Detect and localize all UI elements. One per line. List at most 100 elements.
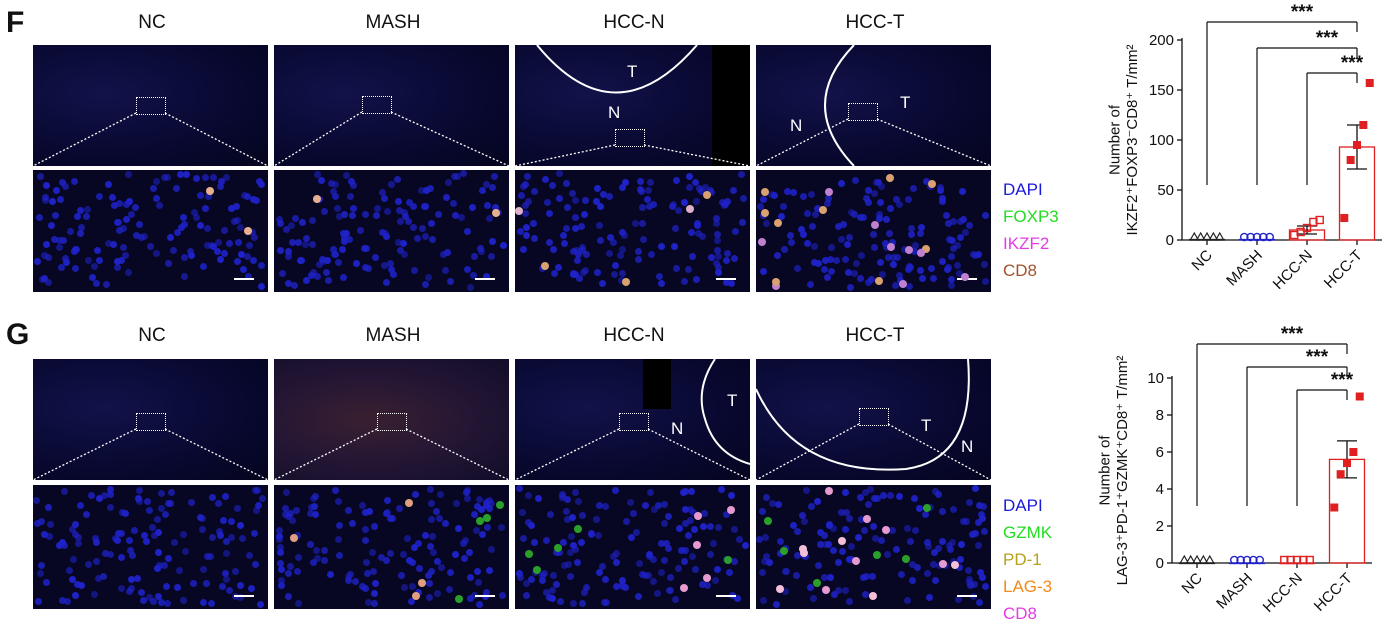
nucleus xyxy=(882,215,890,223)
nucleus xyxy=(519,535,527,543)
nucleus xyxy=(563,495,571,503)
nucleus xyxy=(798,226,806,234)
nucleus xyxy=(133,231,141,239)
nucleus xyxy=(811,243,819,251)
nucleus xyxy=(288,222,296,230)
x-tick-label: HCC-N xyxy=(1260,570,1306,616)
nucleus xyxy=(911,494,919,502)
nucleus xyxy=(209,493,216,501)
nucleus xyxy=(555,263,563,271)
nucleus xyxy=(827,256,835,264)
nucleus xyxy=(228,533,236,541)
positive-cell xyxy=(574,524,583,533)
nucleus xyxy=(158,598,165,606)
positive-cell xyxy=(515,206,524,215)
nucleus xyxy=(309,559,317,567)
nucleus xyxy=(117,530,125,538)
nucleus xyxy=(276,543,284,551)
nucleus xyxy=(636,560,644,568)
nucleus xyxy=(489,183,497,191)
nucleus xyxy=(174,228,182,236)
nucleus xyxy=(323,257,331,265)
nucleus xyxy=(479,530,487,538)
nucleus xyxy=(396,206,404,214)
nucleus xyxy=(813,497,821,505)
nucleus xyxy=(592,515,600,523)
nucleus xyxy=(799,193,807,201)
nucleus xyxy=(707,254,715,262)
nucleus xyxy=(418,224,426,232)
nucleus xyxy=(258,180,266,188)
nucleus xyxy=(204,241,212,249)
nucleus xyxy=(956,555,964,563)
nucleus xyxy=(363,570,371,578)
nucleus xyxy=(906,537,914,545)
nucleus xyxy=(134,575,142,583)
nucleus xyxy=(922,510,930,518)
nucleus xyxy=(217,182,225,190)
column-title-hcct: HCC-T xyxy=(845,325,905,346)
nucleus xyxy=(618,576,626,584)
nucleus xyxy=(289,238,297,246)
nucleus xyxy=(275,535,283,543)
nucleus xyxy=(138,588,146,596)
nucleus xyxy=(359,502,367,509)
nucleus xyxy=(239,534,247,542)
nucleus xyxy=(446,277,454,285)
nucleus xyxy=(781,246,789,254)
nucleus xyxy=(46,521,54,529)
nucleus xyxy=(454,525,462,533)
nucleus xyxy=(681,505,689,513)
nucleus xyxy=(69,526,77,534)
micrograph-g-nc-high xyxy=(33,485,268,609)
nucleus xyxy=(449,199,457,207)
nucleus xyxy=(578,222,586,230)
nucleus xyxy=(950,505,958,513)
nucleus xyxy=(580,589,588,597)
nucleus xyxy=(688,488,696,496)
nucleus xyxy=(165,500,173,508)
nucleus xyxy=(167,489,175,497)
nucleus xyxy=(909,560,916,568)
nucleus xyxy=(790,188,798,196)
nucleus xyxy=(135,220,143,228)
nucleus xyxy=(252,506,260,514)
nucleus xyxy=(919,275,927,283)
nucleus xyxy=(654,502,662,510)
nucleus xyxy=(404,218,412,226)
y-tick-label: 10 xyxy=(1147,370,1164,387)
nucleus xyxy=(74,581,82,589)
nucleus xyxy=(808,191,816,199)
y-tick-label: 4 xyxy=(1156,481,1164,498)
nucleus xyxy=(85,560,93,568)
nucleus xyxy=(436,490,444,498)
x-tick-label: HCC-N xyxy=(1270,247,1316,293)
nucleus xyxy=(896,200,904,208)
nucleus xyxy=(111,534,119,542)
significance-label: *** xyxy=(1291,2,1314,23)
nucleus xyxy=(149,184,157,192)
legend-dapi: DAPI xyxy=(1003,180,1043,199)
nucleus xyxy=(362,537,370,545)
nucleus xyxy=(409,559,417,567)
nucleus xyxy=(595,221,603,229)
nucleus xyxy=(352,259,360,267)
nucleus xyxy=(208,599,216,607)
nucleus xyxy=(313,547,321,555)
nucleus xyxy=(982,211,990,219)
micrograph-g-hcct-low: T N xyxy=(756,359,991,480)
nucleus xyxy=(598,563,606,571)
nucleus xyxy=(59,236,67,244)
nucleus xyxy=(457,213,465,221)
nucleus xyxy=(196,222,204,230)
nucleus xyxy=(222,570,230,578)
nucleus xyxy=(421,203,429,211)
nucleus xyxy=(698,188,706,196)
nucleus xyxy=(679,488,687,496)
nucleus xyxy=(473,502,481,510)
nucleus xyxy=(622,517,630,525)
nucleus xyxy=(803,486,811,494)
nucleus xyxy=(303,276,311,284)
nucleus xyxy=(56,542,64,550)
nucleus xyxy=(593,184,601,192)
